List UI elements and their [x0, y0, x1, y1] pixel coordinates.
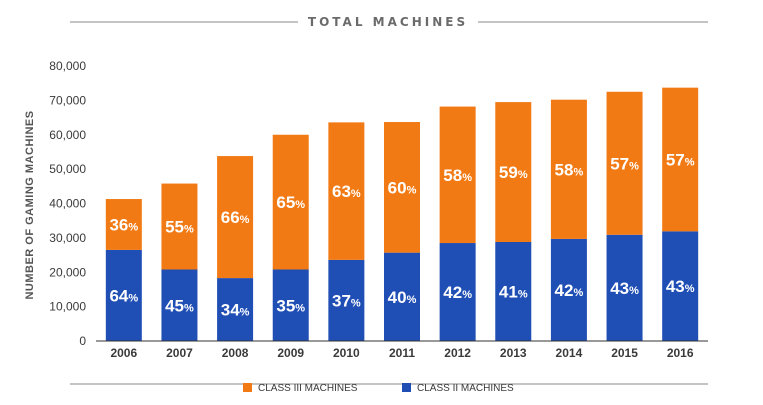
bar-class-iii [105, 199, 142, 250]
bar-class-ii [439, 243, 476, 341]
data-label-class-ii: 34% [221, 301, 250, 320]
data-label-class-ii: 40% [388, 288, 417, 307]
x-tick-label: 2016 [667, 346, 694, 360]
data-label-class-ii: 43% [666, 277, 695, 296]
bar-class-iii [439, 106, 476, 244]
data-label-class-iii: 55% [165, 218, 194, 237]
bar-class-iii [272, 134, 309, 270]
y-axis-ticks: 0 10,000 20,000 30,000 40,000 50,000 60,000 70,… [49, 59, 86, 348]
bar-class-ii [328, 259, 365, 341]
bar-class-iii [550, 99, 587, 239]
data-label-class-ii: 64% [109, 286, 138, 305]
y-tick-label: 80,000 [49, 59, 86, 73]
x-tick-label: 2010 [333, 346, 360, 360]
legend-label-class-ii: CLASS II MACHINES [417, 383, 514, 394]
bar-class-iii [606, 91, 643, 235]
bar-class-ii [384, 252, 420, 341]
data-label-class-ii: 43% [610, 279, 639, 298]
data-label-class-iii: 60% [388, 178, 417, 197]
bar-class-ii [606, 234, 643, 341]
bar-class-ii [272, 269, 309, 341]
bar-class-ii [161, 269, 198, 341]
bar-class-iii [161, 183, 198, 270]
y-tick-label: 50,000 [49, 162, 86, 176]
bar-class-ii [662, 231, 699, 341]
y-tick-label: 40,000 [49, 197, 86, 211]
bar-class-iii [384, 122, 420, 253]
data-label-class-ii: 41% [499, 283, 528, 302]
bar-class-iii [662, 87, 699, 232]
x-tick-label: 2009 [277, 346, 304, 360]
y-tick-label: 10,000 [49, 300, 86, 314]
bars-group: 64% 36% 45% 55% 34% 66% 35% 65% 37% 63% 40% 60% 42% 5… [105, 87, 699, 341]
y-tick-label: 30,000 [49, 231, 86, 245]
data-label-class-iii: 66% [221, 208, 250, 227]
legend-label-class-iii: CLASS III MACHINES [258, 383, 358, 394]
x-tick-label: 2014 [556, 346, 583, 360]
x-tick-label: 2006 [110, 346, 137, 360]
data-label-class-iii: 57% [610, 154, 639, 173]
y-tick-label: 70,000 [49, 93, 86, 107]
x-tick-label: 2012 [444, 346, 471, 360]
x-tick-label: 2008 [222, 346, 249, 360]
bar-class-ii [495, 242, 532, 341]
bar-class-iii [217, 156, 254, 279]
x-tick-label: 2011 [389, 346, 415, 360]
data-label-class-ii: 42% [555, 281, 584, 300]
x-tick-label: 2015 [611, 346, 638, 360]
data-label-class-iii: 58% [555, 160, 584, 179]
bar-class-ii [550, 238, 587, 341]
data-label-class-iii: 57% [666, 151, 695, 170]
data-label-class-ii: 45% [165, 296, 194, 315]
bar-class-ii [105, 249, 142, 341]
data-label-class-iii: 63% [332, 182, 361, 201]
legend-swatch-class-iii [243, 383, 252, 392]
data-label-class-ii: 42% [443, 283, 472, 302]
y-tick-label: 20,000 [49, 265, 86, 279]
x-tick-label: 2013 [500, 346, 527, 360]
chart-title: TOTAL MACHINES [308, 15, 468, 29]
bar-class-iii [328, 122, 365, 260]
data-label-class-iii: 58% [443, 166, 472, 185]
data-label-class-iii: 36% [109, 215, 138, 234]
data-label-class-ii: 37% [332, 291, 361, 310]
data-label-class-iii: 59% [499, 163, 528, 182]
data-label-class-iii: 65% [276, 193, 305, 212]
y-tick-label: 0 [79, 334, 86, 348]
data-label-class-ii: 35% [276, 296, 305, 315]
y-axis-label: NUMBER OF GAMING MACHINES [24, 110, 36, 299]
x-axis-ticks: 2006 2007 2008 2009 2010 2011 2012 2013 2014 2015… [110, 346, 693, 360]
legend-swatch-class-ii [402, 383, 411, 392]
bar-class-ii [217, 278, 254, 341]
x-tick-label: 2007 [166, 346, 193, 360]
bar-class-iii [495, 102, 532, 242]
y-tick-label: 60,000 [49, 128, 86, 142]
